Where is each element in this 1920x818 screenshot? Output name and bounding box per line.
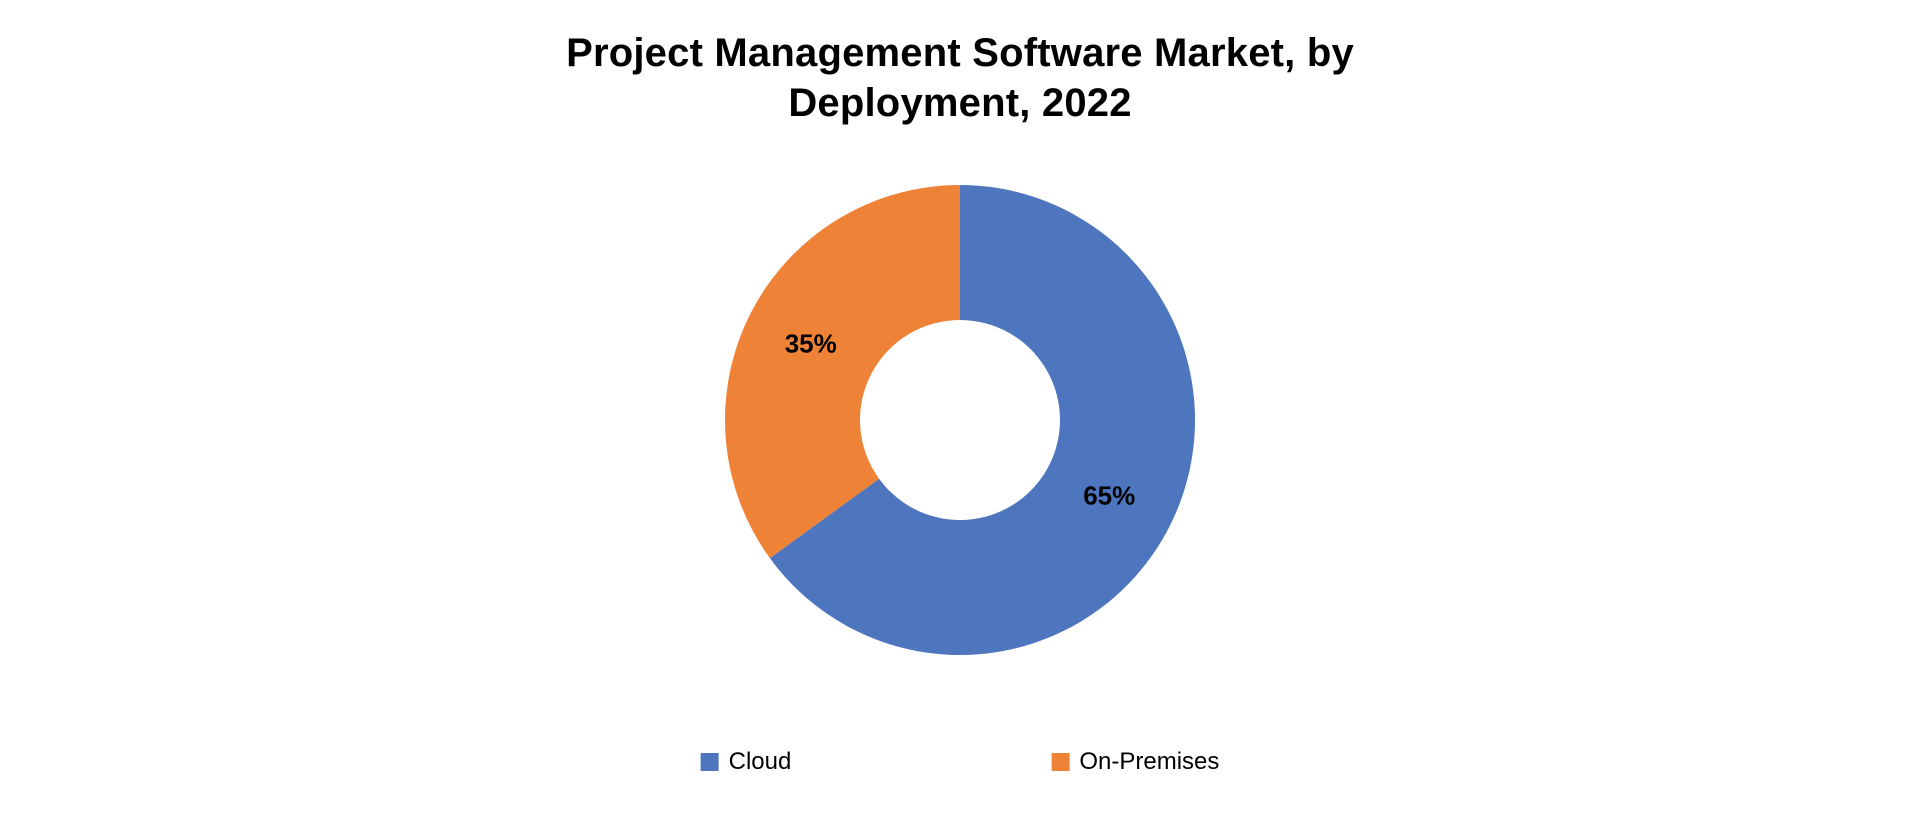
- chart-title-line-1: Project Management Software Market, by: [566, 31, 1354, 75]
- legend-label-on-premises: On-Premises: [1079, 748, 1219, 776]
- legend-item-on-premises: On-Premises: [1051, 748, 1219, 776]
- data-label-cloud: 65%: [1083, 481, 1135, 512]
- donut-chart: 65% 35%: [715, 175, 1205, 665]
- donut-svg: [715, 175, 1205, 665]
- legend-swatch-on-premises: [1051, 753, 1069, 771]
- chart-title: Project Management Software Market, by D…: [0, 28, 1920, 128]
- legend-label-cloud: Cloud: [729, 748, 792, 776]
- legend: Cloud On-Premises: [701, 748, 1220, 776]
- chart-title-line-2: Deployment, 2022: [788, 81, 1131, 125]
- donut-slice-on-premises: [725, 185, 960, 558]
- chart-stage: Project Management Software Market, by D…: [0, 0, 1920, 818]
- donut-slices: [725, 185, 1195, 655]
- legend-item-cloud: Cloud: [701, 748, 792, 776]
- data-label-on-premises: 35%: [785, 328, 837, 359]
- legend-swatch-cloud: [701, 753, 719, 771]
